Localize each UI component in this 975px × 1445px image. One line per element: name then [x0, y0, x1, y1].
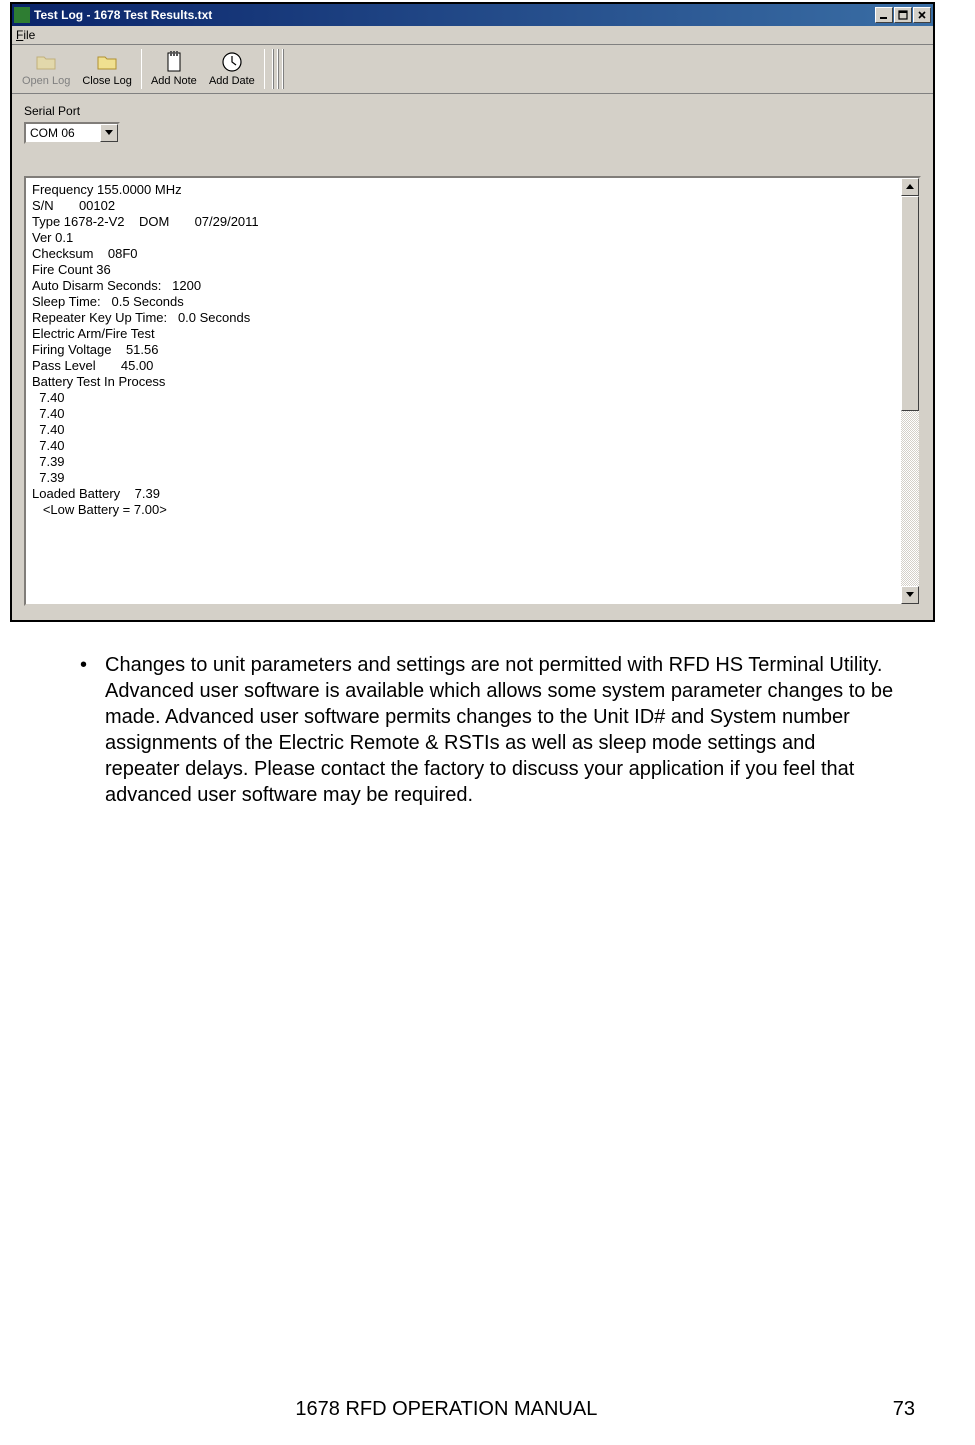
add-note-label: Add Note — [151, 75, 197, 87]
menubar: File — [12, 26, 933, 44]
menu-file-rest: ile — [23, 28, 35, 42]
serial-port-label: Serial Port — [24, 104, 921, 118]
minimize-icon — [879, 10, 889, 20]
close-icon — [917, 10, 927, 20]
footer-title: 1678 RFD OPERATION MANUAL — [0, 1398, 893, 1421]
close-log-icon — [96, 51, 118, 73]
scroll-down-button[interactable] — [901, 586, 919, 604]
open-log-button[interactable]: Open Log — [16, 47, 76, 91]
app-window: Test Log - 1678 Test Results.txt File — [10, 2, 935, 622]
maximize-icon — [898, 10, 908, 20]
page-footer: 1678 RFD OPERATION MANUAL 73 — [0, 1398, 975, 1421]
window-body: Serial Port COM 06 Frequency 155.0000 MH… — [12, 94, 933, 620]
add-date-icon — [221, 51, 243, 73]
close-log-label: Close Log — [82, 75, 132, 87]
add-note-button[interactable]: Add Note — [145, 47, 203, 91]
bullet-mark: • — [80, 652, 87, 808]
close-button[interactable] — [913, 7, 931, 23]
close-log-button[interactable]: Close Log — [76, 47, 138, 91]
page: Test Log - 1678 Test Results.txt File — [0, 0, 975, 1445]
toolbar: Open Log Close Log Add Note Add Date — [12, 44, 933, 94]
app-icon — [14, 7, 30, 23]
chevron-down-icon — [105, 130, 113, 136]
toolbar-separator-2 — [264, 49, 265, 89]
bullet-item: • Changes to unit parameters and setting… — [80, 652, 895, 808]
serial-port-combo[interactable]: COM 06 — [24, 122, 120, 144]
scroll-up-button[interactable] — [901, 178, 919, 196]
add-date-label: Add Date — [209, 75, 255, 87]
window-title: Test Log - 1678 Test Results.txt — [34, 8, 874, 22]
scroll-track[interactable] — [901, 196, 919, 586]
open-log-icon — [35, 51, 57, 73]
window-controls — [874, 7, 931, 23]
serial-port-value: COM 06 — [30, 126, 75, 140]
arrow-down-icon — [906, 592, 914, 598]
maximize-button[interactable] — [894, 7, 912, 23]
document-body: • Changes to unit parameters and setting… — [10, 622, 935, 808]
scroll-thumb[interactable] — [901, 196, 919, 411]
bullet-list: • Changes to unit parameters and setting… — [50, 652, 895, 808]
vertical-scrollbar[interactable] — [901, 178, 919, 604]
minimize-button[interactable] — [875, 7, 893, 23]
add-date-button[interactable]: Add Date — [203, 47, 261, 91]
bullet-text: Changes to unit parameters and settings … — [105, 652, 895, 808]
toolbar-grip[interactable] — [272, 49, 284, 89]
combo-dropdown-button[interactable] — [100, 124, 118, 142]
page-number: 73 — [893, 1398, 915, 1421]
titlebar[interactable]: Test Log - 1678 Test Results.txt — [12, 4, 933, 26]
menu-file[interactable]: File — [16, 28, 35, 42]
log-textarea: Frequency 155.0000 MHz S/N 00102 Type 16… — [24, 176, 921, 606]
arrow-up-icon — [906, 184, 914, 190]
toolbar-separator-1 — [141, 49, 142, 89]
add-note-icon — [163, 51, 185, 73]
open-log-label: Open Log — [22, 75, 70, 87]
log-content[interactable]: Frequency 155.0000 MHz S/N 00102 Type 16… — [26, 178, 901, 604]
